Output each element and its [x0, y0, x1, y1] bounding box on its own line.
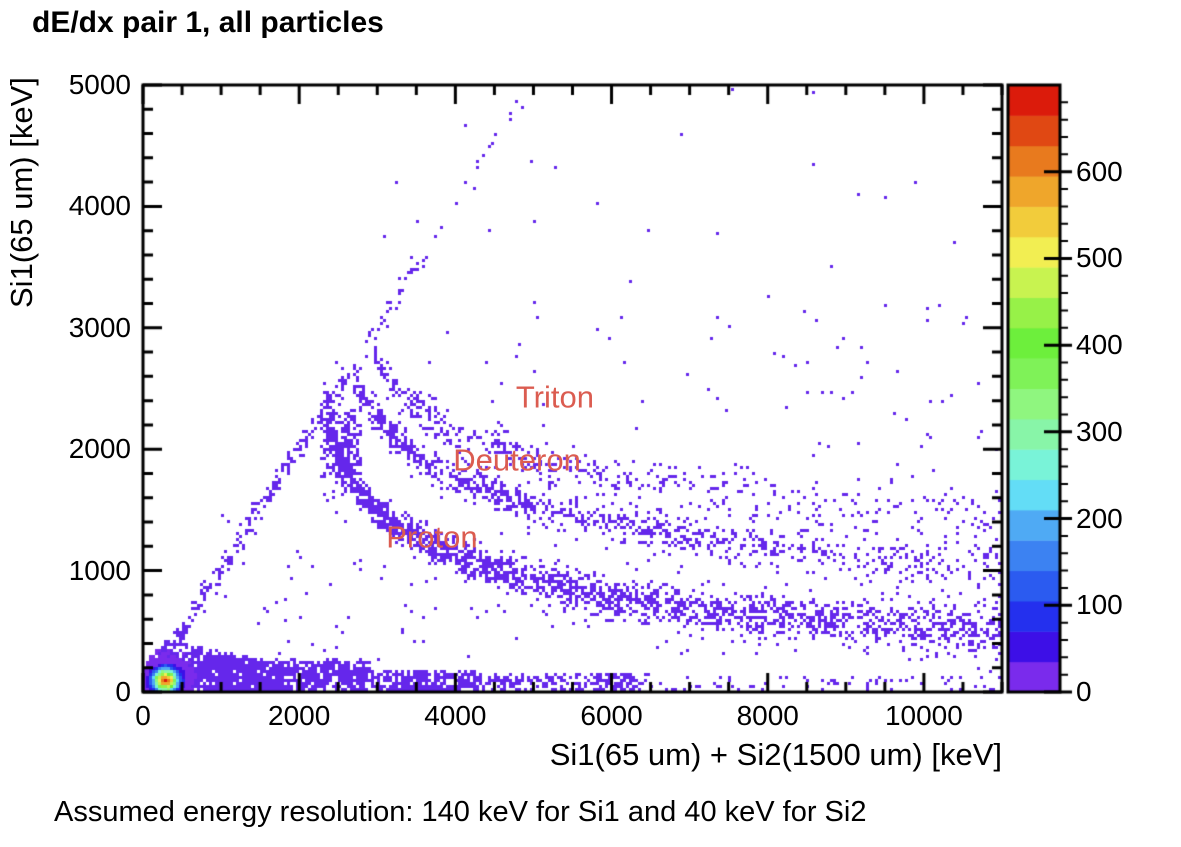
- colorbar-tick-label: 400: [1076, 329, 1123, 361]
- x-tick-label: 6000: [580, 700, 643, 731]
- chart-title: dE/dx pair 1, all particles: [32, 6, 384, 39]
- caption-text: Assumed energy resolution: 140 keV for S…: [54, 796, 867, 828]
- colorbar-tick-label: 100: [1076, 589, 1123, 621]
- colorbar-tick-label: 300: [1076, 415, 1123, 447]
- x-axis-title: Si1(65 um) + Si2(1500 um) [keV]: [549, 737, 1002, 772]
- y-tick-label: 2000: [68, 433, 131, 465]
- colorbar-tick-label: 200: [1076, 502, 1123, 534]
- x-tick-label: 10000: [884, 700, 963, 731]
- annotation-deuteron: Deuteron: [453, 442, 581, 478]
- colorbar-tick-label: 500: [1076, 242, 1123, 274]
- x-tick-label: 2000: [268, 700, 331, 731]
- y-tick-label: 3000: [68, 311, 131, 343]
- y-tick-label: 4000: [68, 190, 131, 222]
- colorbar-tick-label: 0: [1076, 676, 1092, 707]
- annotation-proton: Proton: [386, 519, 478, 555]
- x-tick-label: 0: [135, 700, 151, 731]
- y-tick-label: 1000: [68, 554, 131, 586]
- y-tick-label: 0: [115, 676, 131, 707]
- x-tick-label: 8000: [736, 700, 799, 731]
- x-tick-label: 4000: [424, 700, 487, 731]
- y-tick-label: 5000: [68, 69, 131, 100]
- colorbar-tick-label: 600: [1076, 155, 1123, 187]
- annotation-triton: Triton: [515, 379, 594, 415]
